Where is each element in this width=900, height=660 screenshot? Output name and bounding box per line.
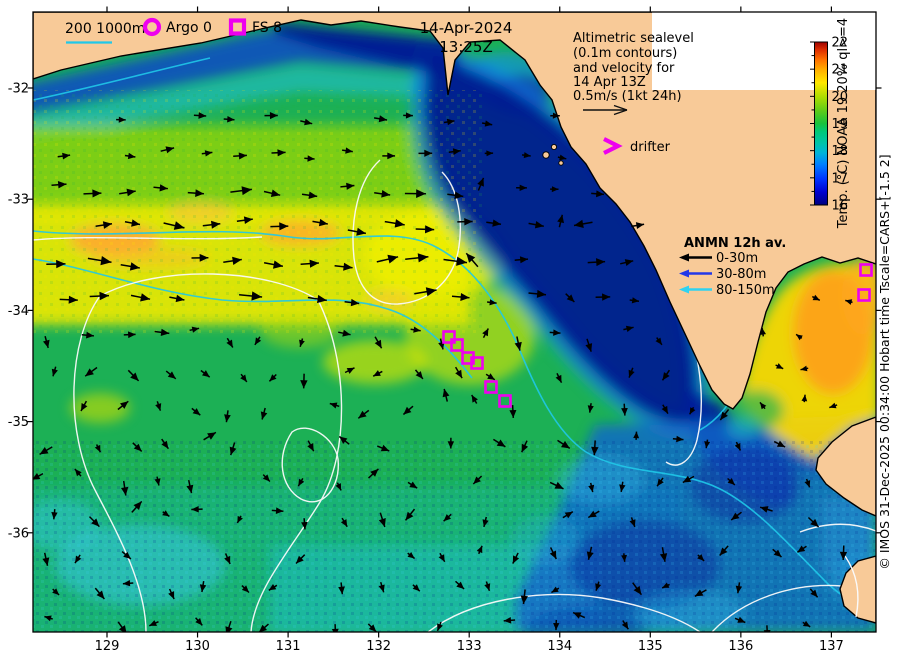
plot-border	[32, 11, 877, 633]
annotation-line: (0.1m contours)	[573, 46, 677, 61]
fs-legend-icon	[228, 18, 247, 36]
velocity-arrows	[33, 112, 853, 632]
svg-text:135: 135	[638, 639, 663, 654]
svg-text:132: 132	[366, 639, 391, 654]
drifter-label: drifter	[630, 140, 671, 155]
annotation-line: and velocity for	[573, 61, 675, 76]
map-title: 14-Apr-2024 13:25Z	[420, 19, 513, 56]
svg-text:-35: -35	[8, 415, 29, 430]
scale-label: 200 1000m	[65, 21, 145, 37]
land-layer	[33, 12, 876, 624]
map-canvas	[33, 12, 876, 632]
anmn-legend: ANMN 12h av. 0-30m 30-80m 80-150m	[679, 236, 786, 298]
svg-text:134: 134	[547, 639, 572, 654]
svg-text:19: 19	[832, 117, 849, 132]
svg-text:-36: -36	[8, 526, 29, 541]
time-text: 13:25Z	[439, 38, 493, 56]
sealevel-contour-overland	[844, 555, 859, 618]
date-text: 14-Apr-2024	[420, 19, 513, 37]
anmn-arrow-80-150-icon	[679, 285, 712, 294]
svg-text:-32: -32	[8, 82, 29, 97]
axis-ticks: 129 130 131 132 133 134 135 136 137 -32 -33 -34 -35 -…	[8, 6, 882, 654]
svg-text:17: 17	[832, 171, 849, 186]
svg-text:136: 136	[728, 639, 753, 654]
drifter-legend: drifter	[630, 140, 671, 155]
velocity-scale-arrow-icon	[583, 104, 628, 116]
coastline-mainland	[33, 12, 876, 410]
argo-label: Argo 0	[166, 20, 212, 36]
scale-legend: 200 1000m Argo 0 FS 8	[65, 17, 282, 44]
anmn-label-30-80: 30-80m	[716, 267, 766, 282]
anmn-arrow-0-30-icon	[679, 253, 712, 262]
annotation-line: 0.5m/s (1kt 24h)	[573, 89, 682, 104]
svg-text:22: 22	[832, 36, 849, 51]
anmn-arrow-30-80-icon	[679, 269, 712, 278]
svg-text:18: 18	[832, 144, 849, 159]
annotation-line: Altimetric sealevel	[573, 31, 694, 46]
anmn-label-0-30: 0-30m	[716, 251, 758, 266]
svg-text:130: 130	[185, 639, 210, 654]
svg-text:129: 129	[95, 639, 120, 654]
colorbar-ticks: 16 17 18 19 20 21 22	[810, 36, 848, 214]
island	[542, 151, 550, 159]
annotation-line: 14 Apr 13Z	[573, 75, 646, 90]
credit-text: © IMOS 31-Dec-2025 00:34:00 Hobart time …	[877, 154, 892, 569]
svg-text:-34: -34	[8, 304, 29, 319]
svg-text:20: 20	[832, 90, 849, 105]
altimetric-annotation: Altimetric sealevel (0.1m contours) and …	[573, 31, 694, 116]
anmn-label-80-150: 80-150m	[716, 283, 775, 298]
fs-mooring-markers	[442, 263, 873, 408]
drifter-marker-icon	[603, 137, 623, 155]
colorbar: 16 17 18 19 20 21 22 Temp. (°C) NOAA 19 20% ql…	[810, 18, 851, 229]
svg-text:137: 137	[819, 639, 844, 654]
svg-text:133: 133	[457, 639, 482, 654]
argo-legend-icon	[142, 17, 162, 37]
svg-text:16: 16	[832, 199, 849, 214]
coastline-yorke	[815, 416, 876, 517]
svg-text:-33: -33	[8, 193, 29, 208]
no-data-region	[652, 12, 876, 90]
island	[550, 143, 558, 151]
bathymetry-lines	[33, 57, 876, 613]
fs-label: FS 8	[252, 20, 282, 36]
svg-text:131: 131	[276, 639, 301, 654]
svg-text:21: 21	[832, 63, 849, 78]
colorbar-title: Temp. (°C) NOAA 19 20% ql>=4	[836, 18, 851, 229]
island	[558, 160, 564, 166]
colorbar-gradient	[814, 41, 828, 206]
anmn-title: ANMN 12h av.	[684, 236, 786, 251]
